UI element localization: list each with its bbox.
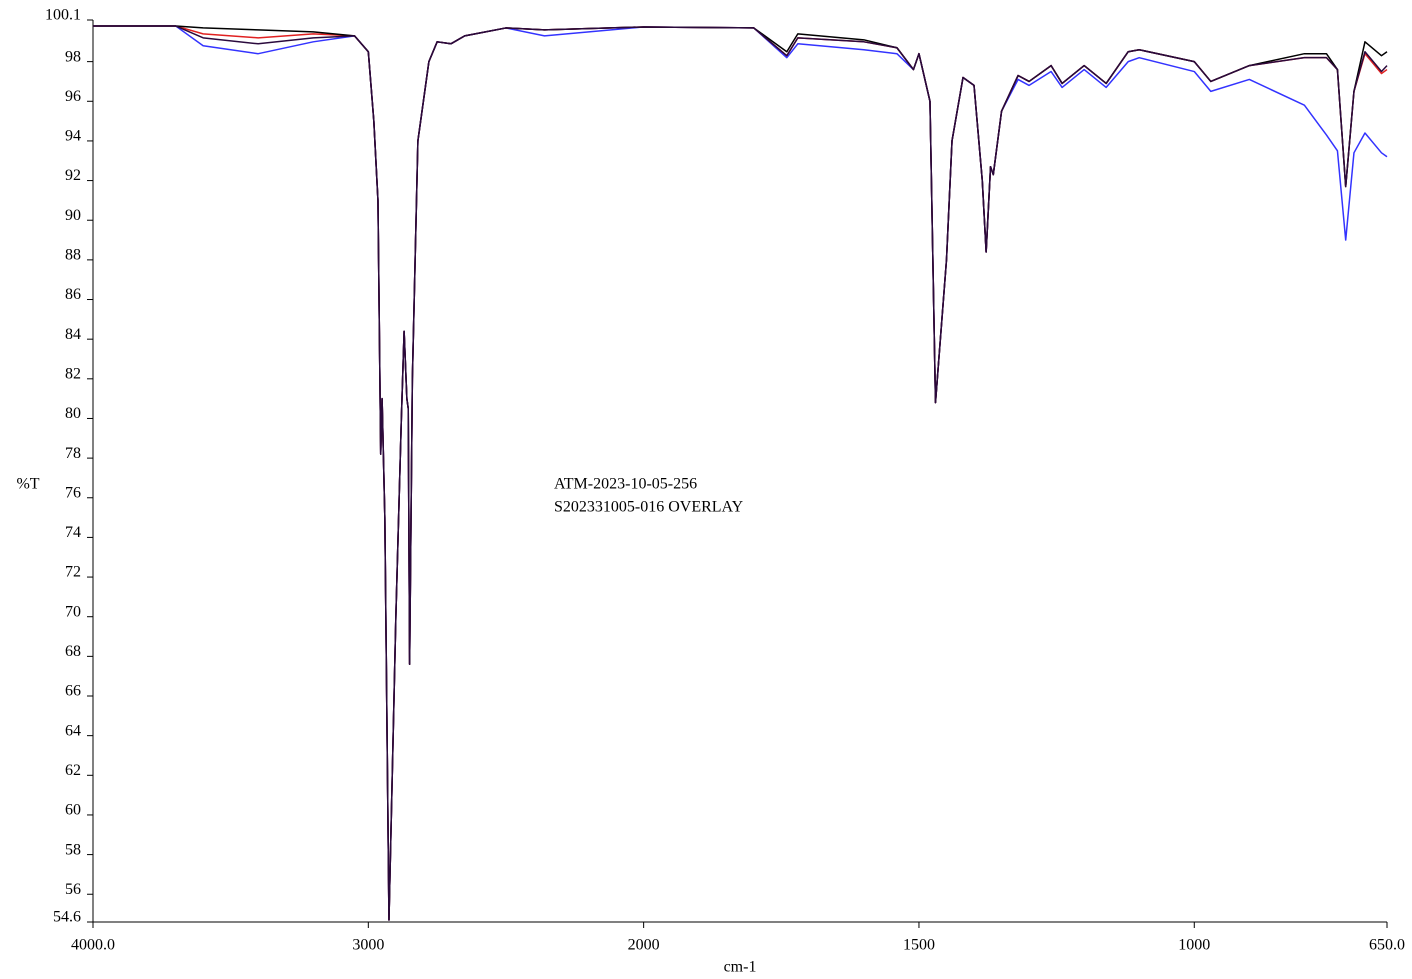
y-tick-label: 80 bbox=[65, 405, 81, 422]
y-tick-label: 84 bbox=[65, 326, 81, 343]
y-tick-label: 82 bbox=[65, 365, 81, 382]
x-tick-label: 2000 bbox=[628, 937, 660, 954]
spectrum-line bbox=[93, 25, 1388, 921]
y-tick-label: 96 bbox=[65, 88, 81, 105]
y-tick-label: 100.1 bbox=[45, 7, 81, 24]
y-tick-label: 58 bbox=[65, 841, 81, 858]
x-tick-label: 3000 bbox=[352, 937, 384, 954]
x-tick-label: 1500 bbox=[903, 937, 935, 954]
x-tick-label: 4000.0 bbox=[71, 937, 115, 954]
y-tick-label: 92 bbox=[65, 167, 81, 184]
y-tick-label: 60 bbox=[65, 802, 81, 819]
y-tick-label: 54.6 bbox=[53, 909, 81, 926]
y-axis-label: %T bbox=[16, 476, 39, 493]
y-tick-label: 78 bbox=[65, 445, 81, 462]
y-tick-label: 76 bbox=[65, 484, 81, 501]
annotation: S202331005-016 OVERLAY bbox=[554, 499, 744, 516]
y-tick-label: 98 bbox=[65, 48, 81, 65]
y-tick-label: 94 bbox=[65, 128, 81, 145]
y-tick-label: 56 bbox=[65, 881, 81, 898]
y-tick-label: 66 bbox=[65, 683, 81, 700]
y-tick-label: 74 bbox=[65, 524, 81, 541]
x-tick-label: 650.0 bbox=[1369, 937, 1405, 954]
y-tick-label: 72 bbox=[65, 564, 81, 581]
spectrum-line bbox=[93, 25, 1388, 921]
spectrum-line bbox=[93, 25, 1388, 921]
y-tick-label: 86 bbox=[65, 286, 81, 303]
spectrum-line bbox=[93, 25, 1388, 921]
y-tick-label: 90 bbox=[65, 207, 81, 224]
y-tick-label: 68 bbox=[65, 643, 81, 660]
x-axis-label: cm-1 bbox=[724, 959, 757, 976]
x-tick-label: 1000 bbox=[1178, 937, 1210, 954]
y-tick-label: 62 bbox=[65, 762, 81, 779]
annotation: ATM-2023-10-05-256 bbox=[554, 476, 697, 493]
y-tick-label: 70 bbox=[65, 603, 81, 620]
y-tick-label: 64 bbox=[65, 722, 81, 739]
y-tick-label: 88 bbox=[65, 247, 81, 264]
